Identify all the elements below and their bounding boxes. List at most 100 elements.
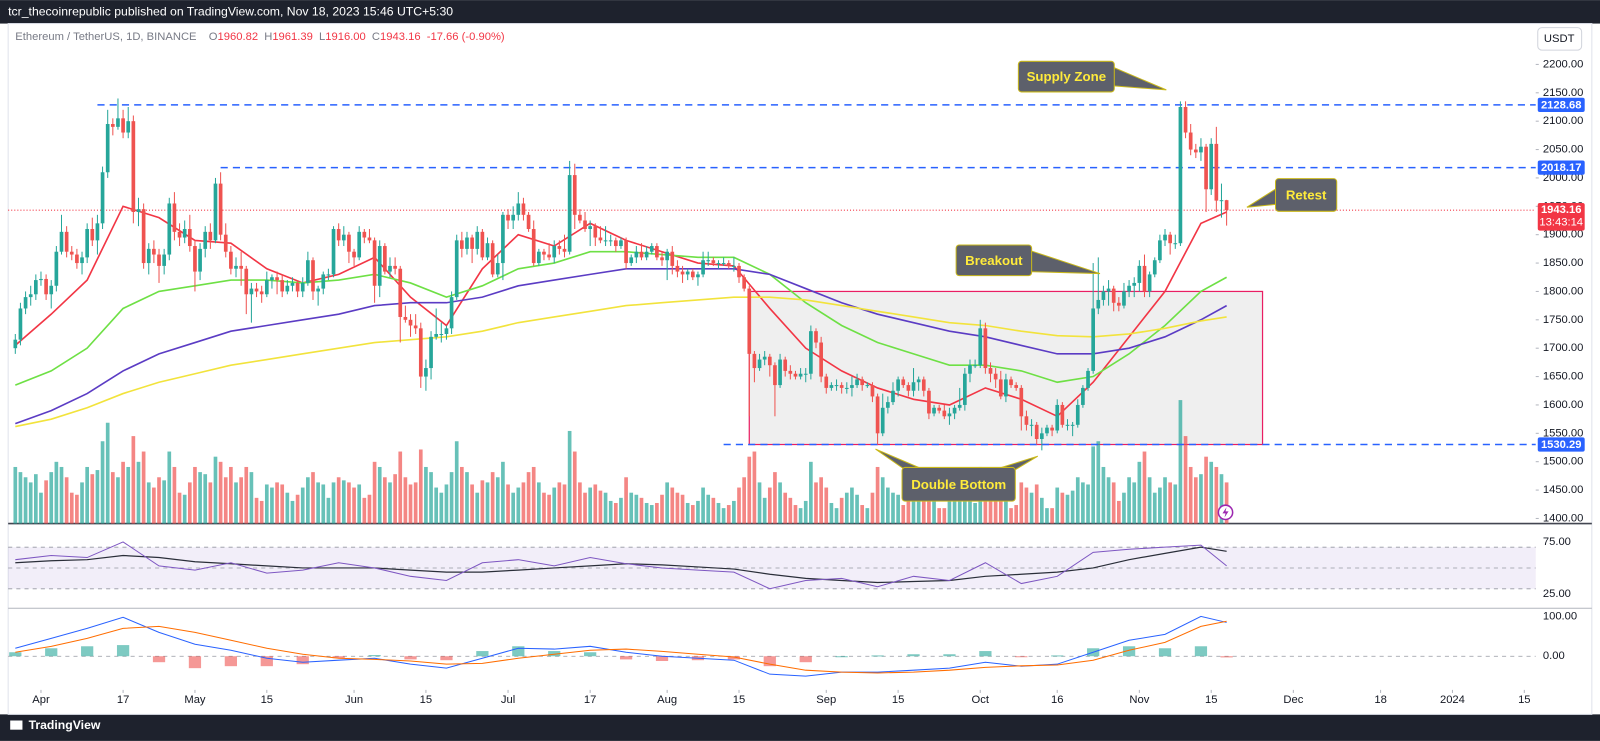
volume-bar xyxy=(465,472,469,524)
candle-body xyxy=(1142,265,1147,292)
candle-body xyxy=(855,379,859,386)
macd-histogram xyxy=(584,652,597,657)
alert-icon[interactable] xyxy=(1217,504,1234,521)
candle-body xyxy=(968,365,972,374)
candle-body xyxy=(264,280,269,295)
candle-body xyxy=(444,328,449,335)
x-tick-label: Dec xyxy=(1283,694,1303,706)
rsi-tick-label: 75.00 xyxy=(1543,536,1571,548)
volume-bar xyxy=(716,502,721,524)
candle-body xyxy=(1055,404,1060,431)
volume-bar xyxy=(613,502,618,524)
volume-bar xyxy=(603,492,608,524)
y-tick-label: 1400.00 xyxy=(1543,512,1584,524)
volume-bar xyxy=(829,502,834,524)
volume-bar xyxy=(1152,492,1157,524)
candle-body xyxy=(336,229,341,241)
volume-bar xyxy=(593,484,598,524)
candle-body xyxy=(1045,427,1049,434)
currency[interactable]: USDT xyxy=(1544,33,1575,45)
candle-body xyxy=(1004,379,1008,397)
macd-histogram xyxy=(45,648,58,657)
level-badge xyxy=(1537,437,1585,452)
candle-body xyxy=(44,278,48,295)
volume-bar xyxy=(44,480,48,524)
volume-bar xyxy=(619,497,623,524)
volume-bar xyxy=(1019,482,1024,524)
volume-bar xyxy=(331,482,336,524)
volume-bar xyxy=(865,508,870,524)
volume-bar xyxy=(49,472,54,524)
x-tick-label: Jun xyxy=(345,694,363,706)
callout-box xyxy=(1017,60,1115,93)
candle-body xyxy=(270,277,274,281)
volume-bar xyxy=(1014,505,1019,524)
volume-bar xyxy=(844,492,849,524)
candle-body xyxy=(105,124,110,173)
x-tick-label: Sep xyxy=(816,694,836,706)
candle-body xyxy=(793,373,798,377)
volume-bar xyxy=(880,477,885,524)
candle-body xyxy=(460,240,464,249)
volume-bar xyxy=(152,487,156,524)
ohlc-value: 1961.39 xyxy=(272,31,313,43)
x-tick-label: 15 xyxy=(1205,694,1217,706)
candle-body xyxy=(603,240,608,242)
macd-histogram xyxy=(907,654,920,657)
x-tick-label: 15 xyxy=(892,694,904,706)
volume-bar xyxy=(906,500,911,524)
y-tick-label: 1500.00 xyxy=(1543,456,1584,468)
volume-bar xyxy=(855,494,859,524)
volume-bar xyxy=(706,494,711,524)
x-tick-label: 2024 xyxy=(1440,694,1465,706)
candle-body xyxy=(377,246,382,286)
volume-bar xyxy=(1188,466,1193,524)
macd-histogram xyxy=(188,656,202,669)
volume-bar xyxy=(839,497,844,524)
volume-bar xyxy=(1137,461,1142,524)
volume-bar xyxy=(680,494,685,524)
candle-body xyxy=(644,251,649,258)
volume-bar xyxy=(259,500,264,524)
candle-body xyxy=(177,231,182,238)
candle-body xyxy=(383,246,387,272)
volume-bar xyxy=(562,484,567,524)
volume-bar xyxy=(1075,477,1080,524)
candle-body xyxy=(721,263,726,265)
volume-bar xyxy=(516,487,521,524)
candle-body xyxy=(1111,288,1116,303)
candle-body xyxy=(121,118,125,133)
candle-body xyxy=(1101,291,1106,300)
candle-body xyxy=(655,246,659,258)
candle-body xyxy=(495,263,500,275)
candle-body xyxy=(434,334,439,337)
candle-body xyxy=(1199,146,1203,153)
candle-body xyxy=(388,265,392,272)
volume-bar xyxy=(557,482,562,524)
candle-body xyxy=(213,183,218,241)
candle-body xyxy=(49,285,54,295)
candle-body xyxy=(1029,424,1034,426)
candle-body xyxy=(1209,143,1214,190)
candle-body xyxy=(1214,143,1219,201)
candle-body xyxy=(1091,308,1095,371)
volume-bar xyxy=(803,500,808,524)
macd-histogram xyxy=(368,655,381,657)
candle-body xyxy=(978,328,983,366)
volume-bar xyxy=(1193,477,1198,524)
candle-body xyxy=(578,214,582,221)
y-tick-label: 1750.00 xyxy=(1543,314,1584,326)
candle-body xyxy=(347,234,351,252)
x-tick-label: May xyxy=(184,694,206,706)
volume-bar xyxy=(537,482,541,524)
volume-bar xyxy=(850,487,854,524)
volume-bar xyxy=(408,484,413,524)
volume-bar xyxy=(141,451,146,524)
x-tick-label: Nov xyxy=(1129,694,1149,706)
candle-body xyxy=(39,278,43,281)
candle-body xyxy=(521,203,526,215)
candle-body xyxy=(716,263,721,265)
candle-body xyxy=(886,402,890,408)
currency-button[interactable] xyxy=(1537,27,1583,51)
